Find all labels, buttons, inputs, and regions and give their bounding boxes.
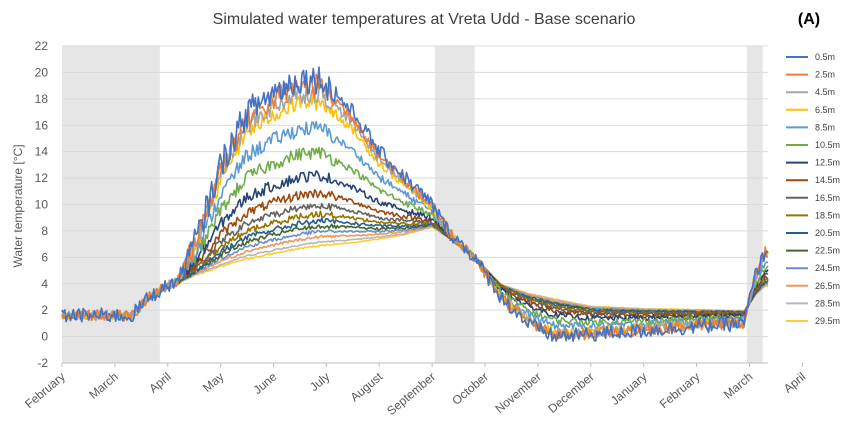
legend-label: 20.5m [815, 228, 840, 238]
legend-label: 16.5m [815, 193, 840, 203]
series-line [61, 226, 769, 318]
y-axis-title: Water temperature [°C] [11, 144, 25, 267]
legend-label: 24.5m [815, 263, 840, 273]
y-tick-label: 18 [35, 92, 49, 106]
series-line [61, 224, 769, 318]
y-tick-label: 20 [35, 65, 49, 79]
legend-label: 26.5m [815, 281, 840, 291]
legend-label: 18.5m [815, 210, 840, 220]
legend-label: 29.5m [815, 316, 840, 326]
y-axis-ticks: -2 0 2 4 6 8 10 12 14 16 18 20 22 [35, 39, 49, 370]
x-tick-label: March [86, 370, 121, 402]
chart-title: Simulated water temperatures at Vreta Ud… [213, 11, 636, 28]
series-line [61, 217, 768, 318]
series-line [61, 202, 769, 320]
x-tick-label: February [22, 370, 68, 412]
x-tick-label: August [348, 369, 386, 404]
series-line [61, 225, 769, 318]
gridlines [62, 45, 768, 364]
y-tick-label: 22 [35, 39, 49, 53]
series-line [61, 223, 769, 319]
legend-label: 8.5m [815, 122, 835, 132]
legend-label: 6.5m [815, 105, 835, 115]
y-tick-label: 12 [35, 171, 49, 185]
legend-label: 0.5m [815, 52, 835, 62]
x-tick-label: February [657, 370, 703, 412]
series-line [61, 66, 769, 342]
y-tick-label: 10 [35, 198, 49, 212]
x-tick-label: January [608, 370, 650, 408]
x-tick-label: November [492, 370, 543, 416]
x-tick-label: March [721, 370, 756, 402]
x-tick-label: July [307, 370, 332, 394]
y-tick-label: 6 [41, 250, 48, 264]
y-tick-label: 16 [35, 118, 49, 132]
y-tick-label: -2 [37, 356, 48, 370]
x-tick-label: December [545, 370, 596, 416]
series-lines [61, 66, 769, 342]
x-tick-label: May [200, 370, 226, 395]
x-tick-label: April [146, 370, 173, 396]
legend-label: 10.5m [815, 140, 840, 150]
series-line [61, 146, 769, 326]
legend: 0.5m 2.5m 4.5m 6.5m 8.5m 10.5m 12.5m 14.5m 16.5m… [786, 52, 840, 326]
panel-label: (A) [798, 11, 820, 28]
x-tick-label: April [781, 370, 808, 396]
legend-label: 28.5m [815, 298, 840, 308]
legend-label: 14.5m [815, 175, 840, 185]
y-tick-label: 0 [41, 330, 48, 344]
y-tick-label: 8 [41, 224, 48, 238]
series-line [61, 84, 769, 339]
legend-label: 2.5m [815, 70, 835, 80]
y-tick-label: 4 [41, 277, 48, 291]
series-line [62, 225, 769, 318]
y-tick-label: 2 [41, 303, 48, 317]
y-tick-label: 14 [35, 145, 49, 159]
legend-label: 12.5m [815, 158, 840, 168]
x-tick-label: September [384, 370, 438, 418]
x-tick-label: October [449, 370, 491, 408]
legend-label: 4.5m [815, 87, 835, 97]
legend-label: 22.5m [815, 246, 840, 256]
x-axis-ticks: February March April May June July AugustSepte… [22, 363, 808, 418]
x-tick-label: June [251, 369, 280, 397]
